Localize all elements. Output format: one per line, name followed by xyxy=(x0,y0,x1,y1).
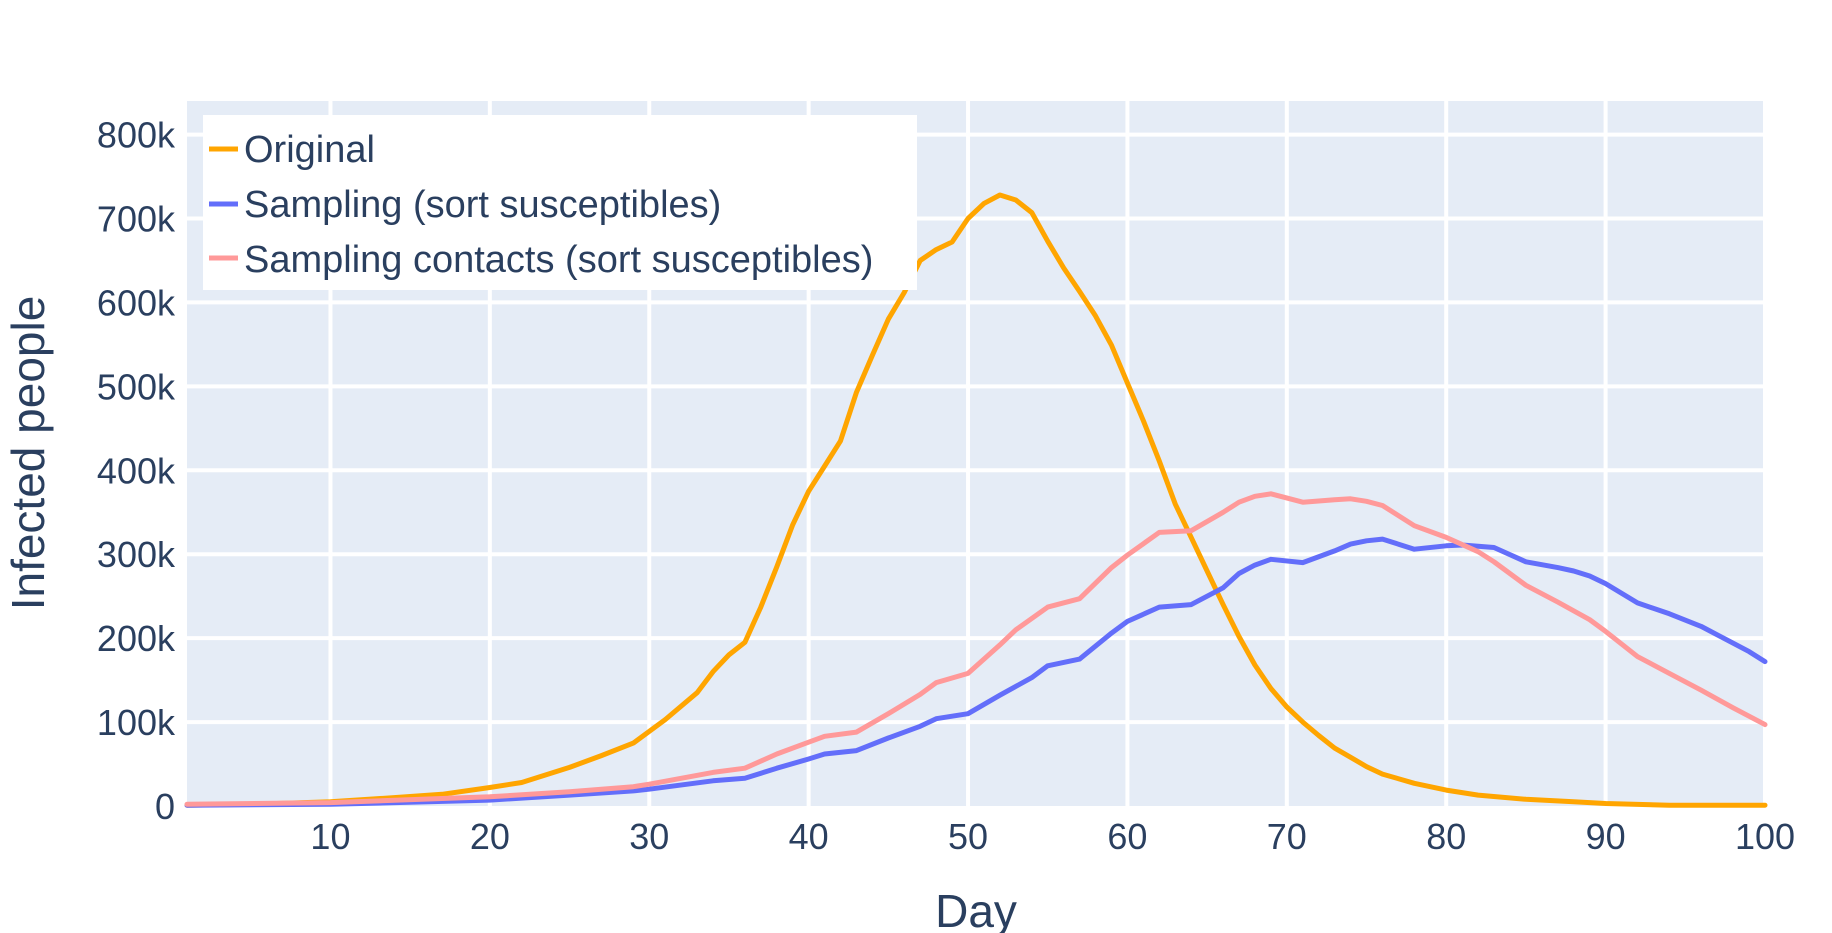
x-tick-label: 20 xyxy=(470,816,510,857)
x-tick-label: 40 xyxy=(789,816,829,857)
y-tick-label: 500k xyxy=(97,366,176,407)
y-tick-label: 300k xyxy=(97,534,176,575)
y-axis-title: Infected people xyxy=(2,296,54,611)
y-tick-label: 200k xyxy=(97,618,176,659)
x-tick-label: 50 xyxy=(948,816,988,857)
series-line-sampling-contacts xyxy=(184,491,1768,807)
y-tick-label: 100k xyxy=(97,702,176,743)
series-layer xyxy=(184,192,1768,808)
series-line-original xyxy=(184,192,1768,808)
y-tick-label: 800k xyxy=(97,115,176,156)
y-tick-labels: 0 100k 200k 300k 400k 500k 600k 700k 800k xyxy=(97,115,176,827)
y-tick-label: 700k xyxy=(97,199,176,240)
y-tick-label: 0 xyxy=(155,786,175,827)
x-tick-label: 80 xyxy=(1426,816,1466,857)
x-tick-label: 60 xyxy=(1107,816,1147,857)
legend-label-original: Original xyxy=(244,129,375,171)
legend-box xyxy=(203,115,917,290)
x-tick-label: 70 xyxy=(1267,816,1307,857)
legend: Original Sampling (sort susceptibles) Sa… xyxy=(203,115,917,290)
series-line-sampling xyxy=(184,536,1768,808)
y-tick-label: 400k xyxy=(97,450,176,491)
x-tick-label: 90 xyxy=(1586,816,1626,857)
x-axis-title: Day xyxy=(935,885,1017,933)
x-tick-labels: 10 20 30 40 50 60 70 80 90 100 xyxy=(310,816,1795,857)
legend-label-sampling: Sampling (sort susceptibles) xyxy=(244,184,721,226)
x-tick-label: 30 xyxy=(629,816,669,857)
y-tick-label: 600k xyxy=(97,282,176,323)
legend-label-sampling-contacts: Sampling contacts (sort susceptibles) xyxy=(244,239,873,281)
x-tick-label: 100 xyxy=(1735,816,1795,857)
x-tick-label: 10 xyxy=(310,816,350,857)
